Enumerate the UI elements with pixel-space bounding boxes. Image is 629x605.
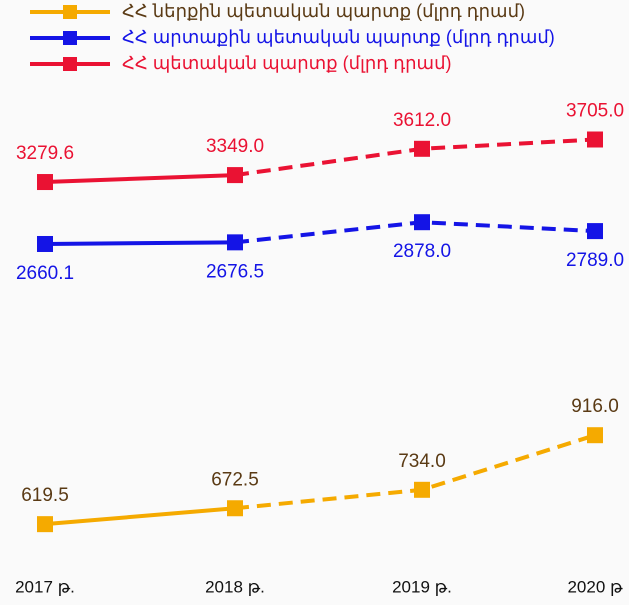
legend-label: ՀՀ արտաքին պետական պարտք (մլրդ դրամ) <box>122 27 555 47</box>
point-marker <box>227 234 243 251</box>
legend-label: ՀՀ պետական պարտք (մլրդ դրամ) <box>122 53 452 73</box>
legend-label: ՀՀ ներքին պետական պարտք (մլրդ դրամ) <box>122 1 525 21</box>
data-label: 734.0 <box>398 451 446 472</box>
x-tick-label: 2018 թ. <box>205 577 265 596</box>
x-tick-label: 2017 թ. <box>15 577 75 596</box>
point-marker <box>414 140 430 157</box>
point-marker <box>587 131 603 148</box>
point-marker <box>227 167 243 184</box>
series-line <box>44 506 236 527</box>
data-label: 619.5 <box>21 485 69 506</box>
legend-marker <box>63 5 77 19</box>
point-marker <box>37 174 53 191</box>
point-marker <box>414 214 430 231</box>
data-label: 3612.0 <box>393 110 451 131</box>
data-label: 2789.0 <box>566 250 624 271</box>
series-line <box>44 173 236 185</box>
legend-marker <box>63 57 77 71</box>
series-line <box>44 240 236 246</box>
data-label: 2878.0 <box>393 241 451 262</box>
point-marker <box>227 500 243 517</box>
data-label: 672.5 <box>211 469 259 490</box>
point-marker <box>37 516 53 533</box>
data-label: 2676.5 <box>206 261 264 282</box>
point-marker <box>37 235 53 252</box>
point-marker <box>587 223 603 240</box>
point-marker <box>414 481 430 498</box>
x-tick-label: 2019 թ. <box>392 577 452 596</box>
point-marker <box>587 427 603 444</box>
data-label: 3705.0 <box>566 101 624 122</box>
legend-marker <box>63 31 77 45</box>
data-label: 3279.6 <box>16 143 74 164</box>
data-label: 3349.0 <box>206 136 264 157</box>
data-label: 916.0 <box>571 396 619 417</box>
data-label: 2660.1 <box>16 263 74 284</box>
x-tick-label: 2020 թ <box>567 577 623 596</box>
